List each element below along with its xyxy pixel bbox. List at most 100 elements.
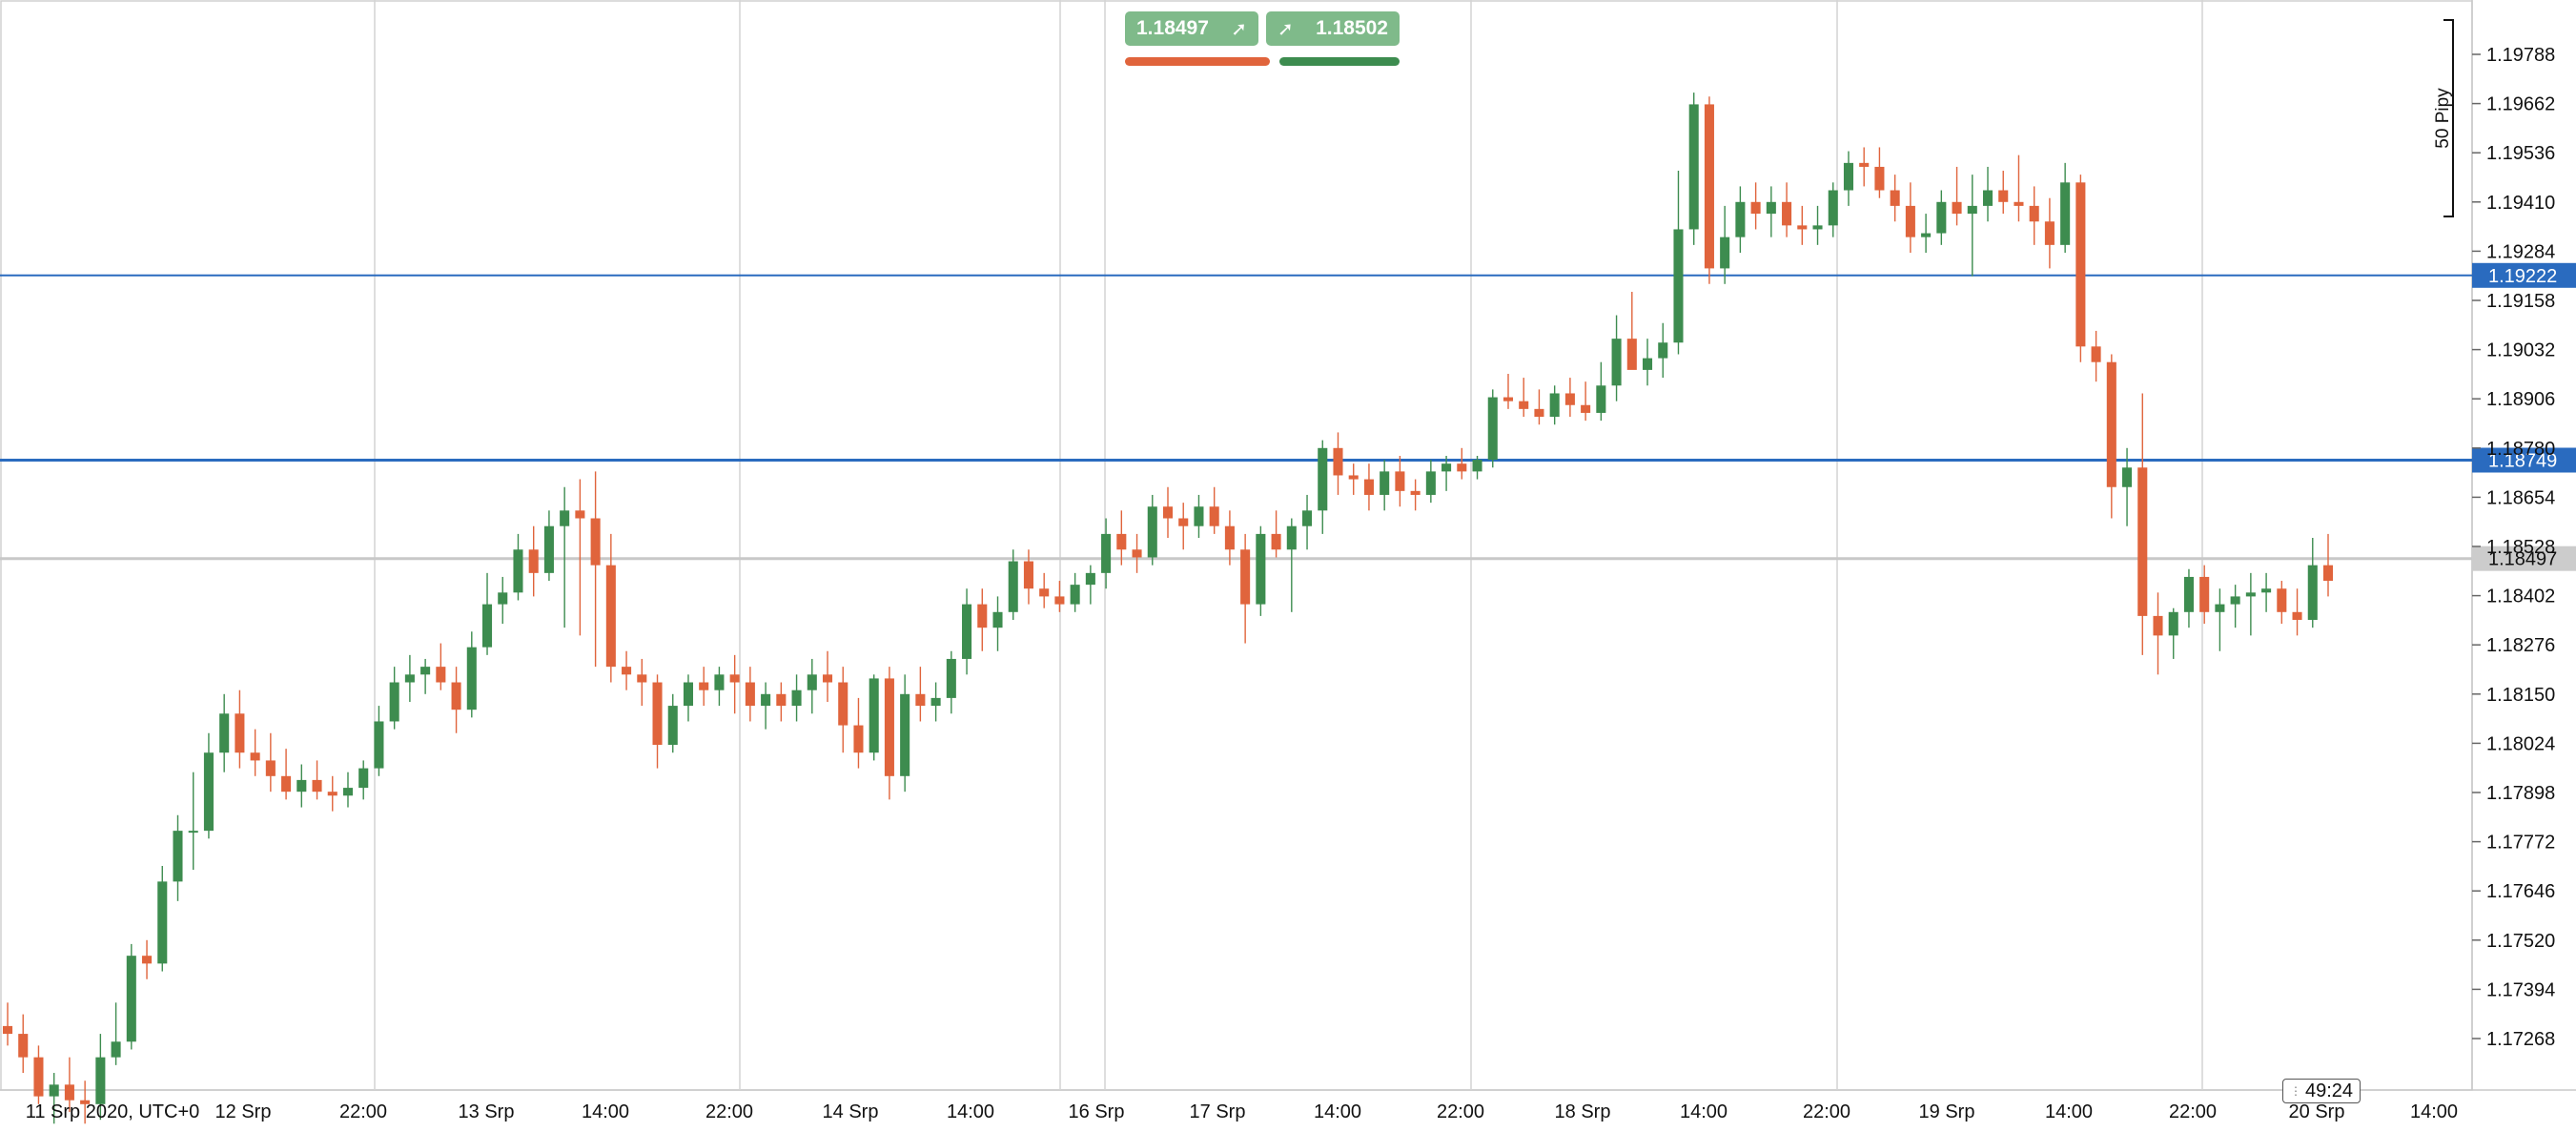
x-tick-label: 12 Srp <box>215 1101 272 1122</box>
bearish-candle <box>18 1034 29 1058</box>
bearish-candle <box>1797 225 1808 230</box>
x-tick-label: 16 Srp <box>1069 1101 1125 1122</box>
bullish-candle <box>111 1041 121 1058</box>
bearish-candle <box>745 682 755 707</box>
x-tick-label: 20 Srp <box>2289 1101 2345 1122</box>
bullish-candle <box>188 831 198 834</box>
bullish-candle <box>2230 596 2240 605</box>
bullish-candle <box>95 1057 106 1104</box>
bullish-candle <box>683 682 694 707</box>
bullish-candle <box>219 713 230 753</box>
bullish-candle <box>761 693 771 707</box>
bullish-candle <box>1380 471 1390 495</box>
bearish-candle <box>1023 561 1033 589</box>
bearish-candle <box>699 682 709 690</box>
bullish-candle <box>1147 506 1157 558</box>
bullish-candle <box>374 721 384 769</box>
bullish-candle <box>1673 229 1684 343</box>
bearish-candle <box>1224 525 1235 550</box>
bullish-candle <box>1611 339 1622 386</box>
bearish-candle <box>528 549 539 573</box>
bearish-candle <box>1782 201 1792 226</box>
bullish-candle <box>466 647 477 710</box>
bearish-candle <box>281 775 292 792</box>
bearish-candle <box>1333 447 1343 476</box>
bullish-candle <box>946 658 956 698</box>
bullish-candle <box>807 674 817 690</box>
price-line-label: 1.18497 <box>2488 549 2557 570</box>
x-tick-label: 18 Srp <box>1555 1101 1611 1122</box>
bullish-candle <box>1302 510 1313 526</box>
bearish-candle <box>1952 201 1962 215</box>
countdown-value: 49:24 <box>2304 1080 2354 1101</box>
bullish-candle <box>667 706 678 746</box>
buy-price-button[interactable]: ➚ 1.18502 <box>1266 11 1400 46</box>
y-tick-label: 1.17772 <box>2486 833 2555 854</box>
y-tick-label: 1.19662 <box>2486 94 2555 115</box>
scale-bracket <box>2443 19 2454 217</box>
bearish-candle <box>1704 104 1714 269</box>
bullish-candle <box>1008 561 1018 612</box>
bearish-candle <box>1410 490 1421 495</box>
bearish-candle <box>1519 401 1529 409</box>
bearish-candle <box>1905 205 1915 237</box>
bullish-candle <box>1936 201 1947 234</box>
bullish-candle <box>498 592 508 605</box>
bullish-candle <box>2261 588 2272 593</box>
bid-price: 1.18497 <box>1136 17 1209 39</box>
bullish-candle <box>2060 182 2071 245</box>
bullish-candle <box>1735 201 1746 237</box>
bearish-candle <box>1054 596 1065 605</box>
bearish-candle <box>2277 588 2287 612</box>
price-line-label-bg <box>2472 447 2576 473</box>
y-tick-label: 1.18402 <box>2486 587 2555 607</box>
bearish-candle <box>327 792 337 796</box>
bullish-candle <box>1085 572 1095 586</box>
bullish-candle <box>2183 576 2194 612</box>
price-line-label-bg <box>2472 262 2576 288</box>
horizontal-price-lines[interactable]: 1.19222 1.18749 1.18497 <box>0 262 2576 571</box>
y-tick-label: 1.19536 <box>2486 143 2555 164</box>
bearish-candle <box>265 760 276 776</box>
bearish-candle <box>1348 475 1359 480</box>
x-tick-label: 14 Srp <box>823 1101 879 1122</box>
bullish-candle <box>2122 467 2133 487</box>
bullish-candle <box>1967 205 1977 215</box>
bullish-candle <box>49 1084 59 1097</box>
bullish-candle <box>404 674 415 683</box>
x-tick-label: 14:00 <box>2410 1101 2458 1122</box>
vertical-grid <box>0 0 2576 1091</box>
bearish-candle <box>1503 397 1514 401</box>
bearish-candle <box>652 682 663 746</box>
bullish-candle <box>2215 604 2225 612</box>
bearish-candle <box>1750 201 1761 215</box>
y-tick-label: 1.18024 <box>2486 733 2555 754</box>
bullish-candle <box>992 611 1003 628</box>
y-tick-label: 1.19410 <box>2486 193 2555 214</box>
bearish-candle <box>2199 576 2210 612</box>
x-tick-label: 14:00 <box>2045 1101 2093 1122</box>
x-tick-label: 13 Srp <box>459 1101 515 1122</box>
bearish-candle <box>590 518 601 566</box>
bearish-candle <box>1240 549 1251 605</box>
sell-price-button[interactable]: 1.18497 ➚ <box>1125 11 1258 46</box>
bearish-candle <box>312 779 322 792</box>
x-tick-label: 19 Srp <box>1919 1101 1975 1122</box>
y-tick-label: 1.19158 <box>2486 291 2555 312</box>
bullish-candle <box>1318 447 1328 511</box>
ask-price: 1.18502 <box>1316 17 1388 39</box>
bullish-candle <box>930 697 941 707</box>
grip-icon: ⋮ <box>2289 1084 2301 1098</box>
bullish-candle <box>869 678 879 753</box>
x-tick-label: 22:00 <box>1803 1101 1850 1122</box>
bullish-candle <box>1720 237 1730 269</box>
price-line-label: 1.18749 <box>2488 450 2557 471</box>
y-tick-label: 1.19788 <box>2486 45 2555 66</box>
bearish-candle <box>1116 533 1127 550</box>
bullish-candle <box>1070 585 1080 605</box>
bullish-candle <box>1549 393 1560 418</box>
x-tick-label: 22:00 <box>2169 1101 2217 1122</box>
y-tick-label: 1.18150 <box>2486 685 2555 706</box>
